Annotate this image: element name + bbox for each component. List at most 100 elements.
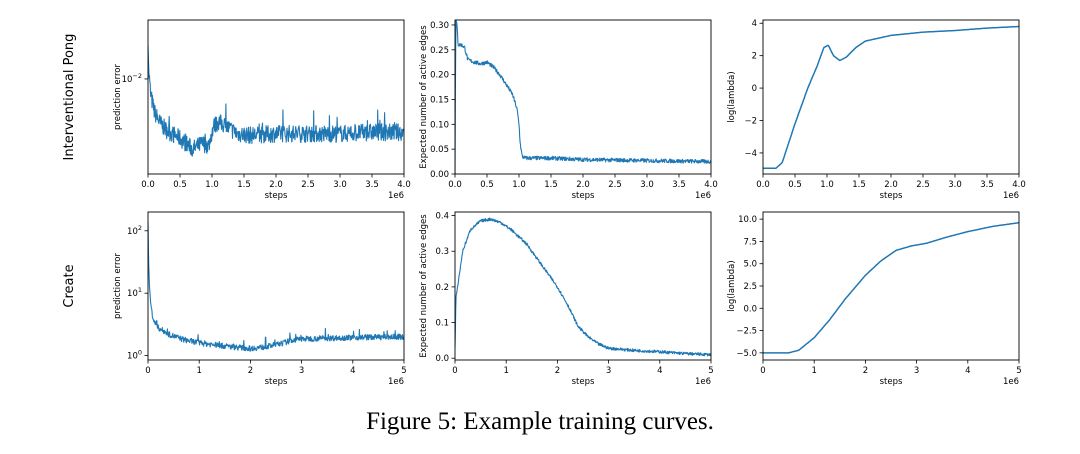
x-tick-label: 5 <box>1016 366 1021 376</box>
panel-5: 0 1 2 3 4 5 0.0 0.1 0.2 0.3 0.4 steps 1e6 Expected nu… <box>419 211 714 387</box>
x-tick-label: 2.0 <box>884 180 898 190</box>
y-tick-label: 0.3 <box>435 247 449 257</box>
y-tick-label: 0.0 <box>743 304 757 314</box>
x-tick-label: 0.0 <box>141 180 155 190</box>
x-tick-label: 1.0 <box>512 180 526 190</box>
y-axis-label: log(lambda) <box>727 260 737 311</box>
x-tick-label: 0 <box>452 366 457 376</box>
y-axis-label: prediction error <box>113 64 123 130</box>
y-tick-label: 0.0 <box>435 354 449 364</box>
y-tick-label: 0.25 <box>430 46 449 56</box>
y-tick-label: 0 <box>752 84 757 94</box>
y-tick-label: 7.5 <box>743 237 757 247</box>
x-tick-label: 3.5 <box>672 180 686 190</box>
x-tick-label: 4 <box>965 366 970 376</box>
x-axis-label: steps <box>572 377 595 387</box>
y-tick-label: 0.05 <box>430 145 449 155</box>
x-tick-label: 3.0 <box>333 180 347 190</box>
x-tick-label: 0.5 <box>173 180 187 190</box>
x-axis-offset: 1e6 <box>388 191 404 201</box>
series-line <box>763 221 1019 354</box>
series-line <box>148 45 404 157</box>
x-axis-label: steps <box>265 191 288 201</box>
x-axis-label: steps <box>880 191 903 201</box>
y-tick-label: 0.4 <box>435 212 449 222</box>
y-tick-label: 10.0 <box>738 215 757 225</box>
x-tick-label: 0 <box>145 366 150 376</box>
y-tick-label: −4 <box>744 149 757 159</box>
x-tick-label: 1.0 <box>205 180 219 190</box>
x-tick-label: 0.5 <box>788 180 802 190</box>
x-tick-label: 4.0 <box>704 180 718 190</box>
x-tick-label: 3 <box>914 366 919 376</box>
x-tick-label: 4 <box>350 366 355 376</box>
x-tick-label: 0 <box>760 366 765 376</box>
x-axis-offset: 1e6 <box>695 191 711 201</box>
x-tick-label: 3.5 <box>980 180 994 190</box>
panel-3: 0.0 0.5 1.0 1.5 2.0 2.5 3.0 3.5 4.0 −4 −2 0 2 4 steps 1… <box>727 19 1026 201</box>
x-tick-label: 3.0 <box>640 180 654 190</box>
series-line <box>763 25 1019 170</box>
y-tick-label: 102 <box>127 224 142 237</box>
y-tick-label: 101 <box>127 286 142 299</box>
x-axis-offset: 1e6 <box>388 377 404 387</box>
panel-1: 0.0 0.5 1.0 1.5 2.0 2.5 3.0 3.5 4.0 10−2 steps 1e6 p… <box>113 19 411 201</box>
x-tick-label: 1.5 <box>852 180 866 190</box>
panel-4: 0 1 2 3 4 5 100 101 102 steps 1e6 prediction error <box>113 211 407 387</box>
y-tick-label: 0.15 <box>430 95 449 105</box>
x-tick-label: 5 <box>401 366 406 376</box>
x-axis-label: steps <box>265 377 288 387</box>
x-tick-label: 1 <box>196 366 201 376</box>
x-tick-label: 4 <box>657 366 662 376</box>
y-axis-label: Expected number of active edges <box>419 25 429 169</box>
y-tick-label: 0.30 <box>430 21 449 31</box>
y-tick-label: 0.1 <box>435 319 449 329</box>
x-tick-label: 4.0 <box>1012 180 1026 190</box>
plot-frame <box>147 211 405 361</box>
y-tick-label: 10−2 <box>122 72 142 85</box>
x-tick-label: 3 <box>606 366 611 376</box>
y-axis-label: Expected number of active edges <box>419 214 429 358</box>
y-tick-label: 0.00 <box>430 170 449 180</box>
x-tick-label: 4.0 <box>397 180 411 190</box>
x-tick-label: 2.5 <box>916 180 930 190</box>
y-tick-label: 0.20 <box>430 71 449 81</box>
y-tick-label: 100 <box>127 349 142 362</box>
series-line <box>148 221 404 352</box>
row-label: Interventional Pong <box>62 34 77 161</box>
figure-caption: Figure 5: Example training curves. <box>366 408 714 435</box>
x-tick-label: 2 <box>863 366 868 376</box>
plot-frame <box>762 19 1020 175</box>
series-line <box>455 217 711 357</box>
x-tick-label: 5 <box>708 366 713 376</box>
x-tick-label: 1 <box>811 366 816 376</box>
y-tick-label: 4 <box>752 19 757 29</box>
y-axis-label: log(lambda) <box>727 71 737 122</box>
y-tick-label: −5.0 <box>736 349 757 359</box>
x-tick-label: 2.0 <box>576 180 590 190</box>
x-tick-label: 1.5 <box>237 180 251 190</box>
y-tick-label: −2 <box>744 117 757 127</box>
y-tick-label: 2.5 <box>743 282 757 292</box>
panel-2: 0.0 0.5 1.0 1.5 2.0 2.5 3.0 3.5 4.0 0.00 0.05 0.10 0… <box>419 19 718 201</box>
x-tick-label: 1 <box>503 366 508 376</box>
series-line <box>455 20 711 174</box>
x-tick-label: 3.5 <box>365 180 379 190</box>
y-tick-label: 5.0 <box>743 260 757 270</box>
x-tick-label: 0.0 <box>756 180 770 190</box>
x-tick-label: 2.0 <box>269 180 283 190</box>
x-axis-label: steps <box>880 377 903 387</box>
x-axis-label: steps <box>572 191 595 201</box>
x-tick-label: 0.0 <box>448 180 462 190</box>
x-tick-label: 1.0 <box>820 180 834 190</box>
panel-6: 0 1 2 3 4 5 −5.0 −2.5 0.0 2.5 5.0 7.5 10.0 steps 1e6 lo… <box>727 211 1022 387</box>
x-tick-label: 1.5 <box>544 180 558 190</box>
y-tick-label: 2 <box>752 52 757 62</box>
x-tick-label: 3 <box>299 366 304 376</box>
x-tick-label: 2 <box>248 366 253 376</box>
x-tick-label: 0.5 <box>480 180 494 190</box>
x-tick-label: 3.0 <box>948 180 962 190</box>
plot-frame <box>454 211 712 361</box>
y-tick-label: 0.2 <box>435 283 449 293</box>
